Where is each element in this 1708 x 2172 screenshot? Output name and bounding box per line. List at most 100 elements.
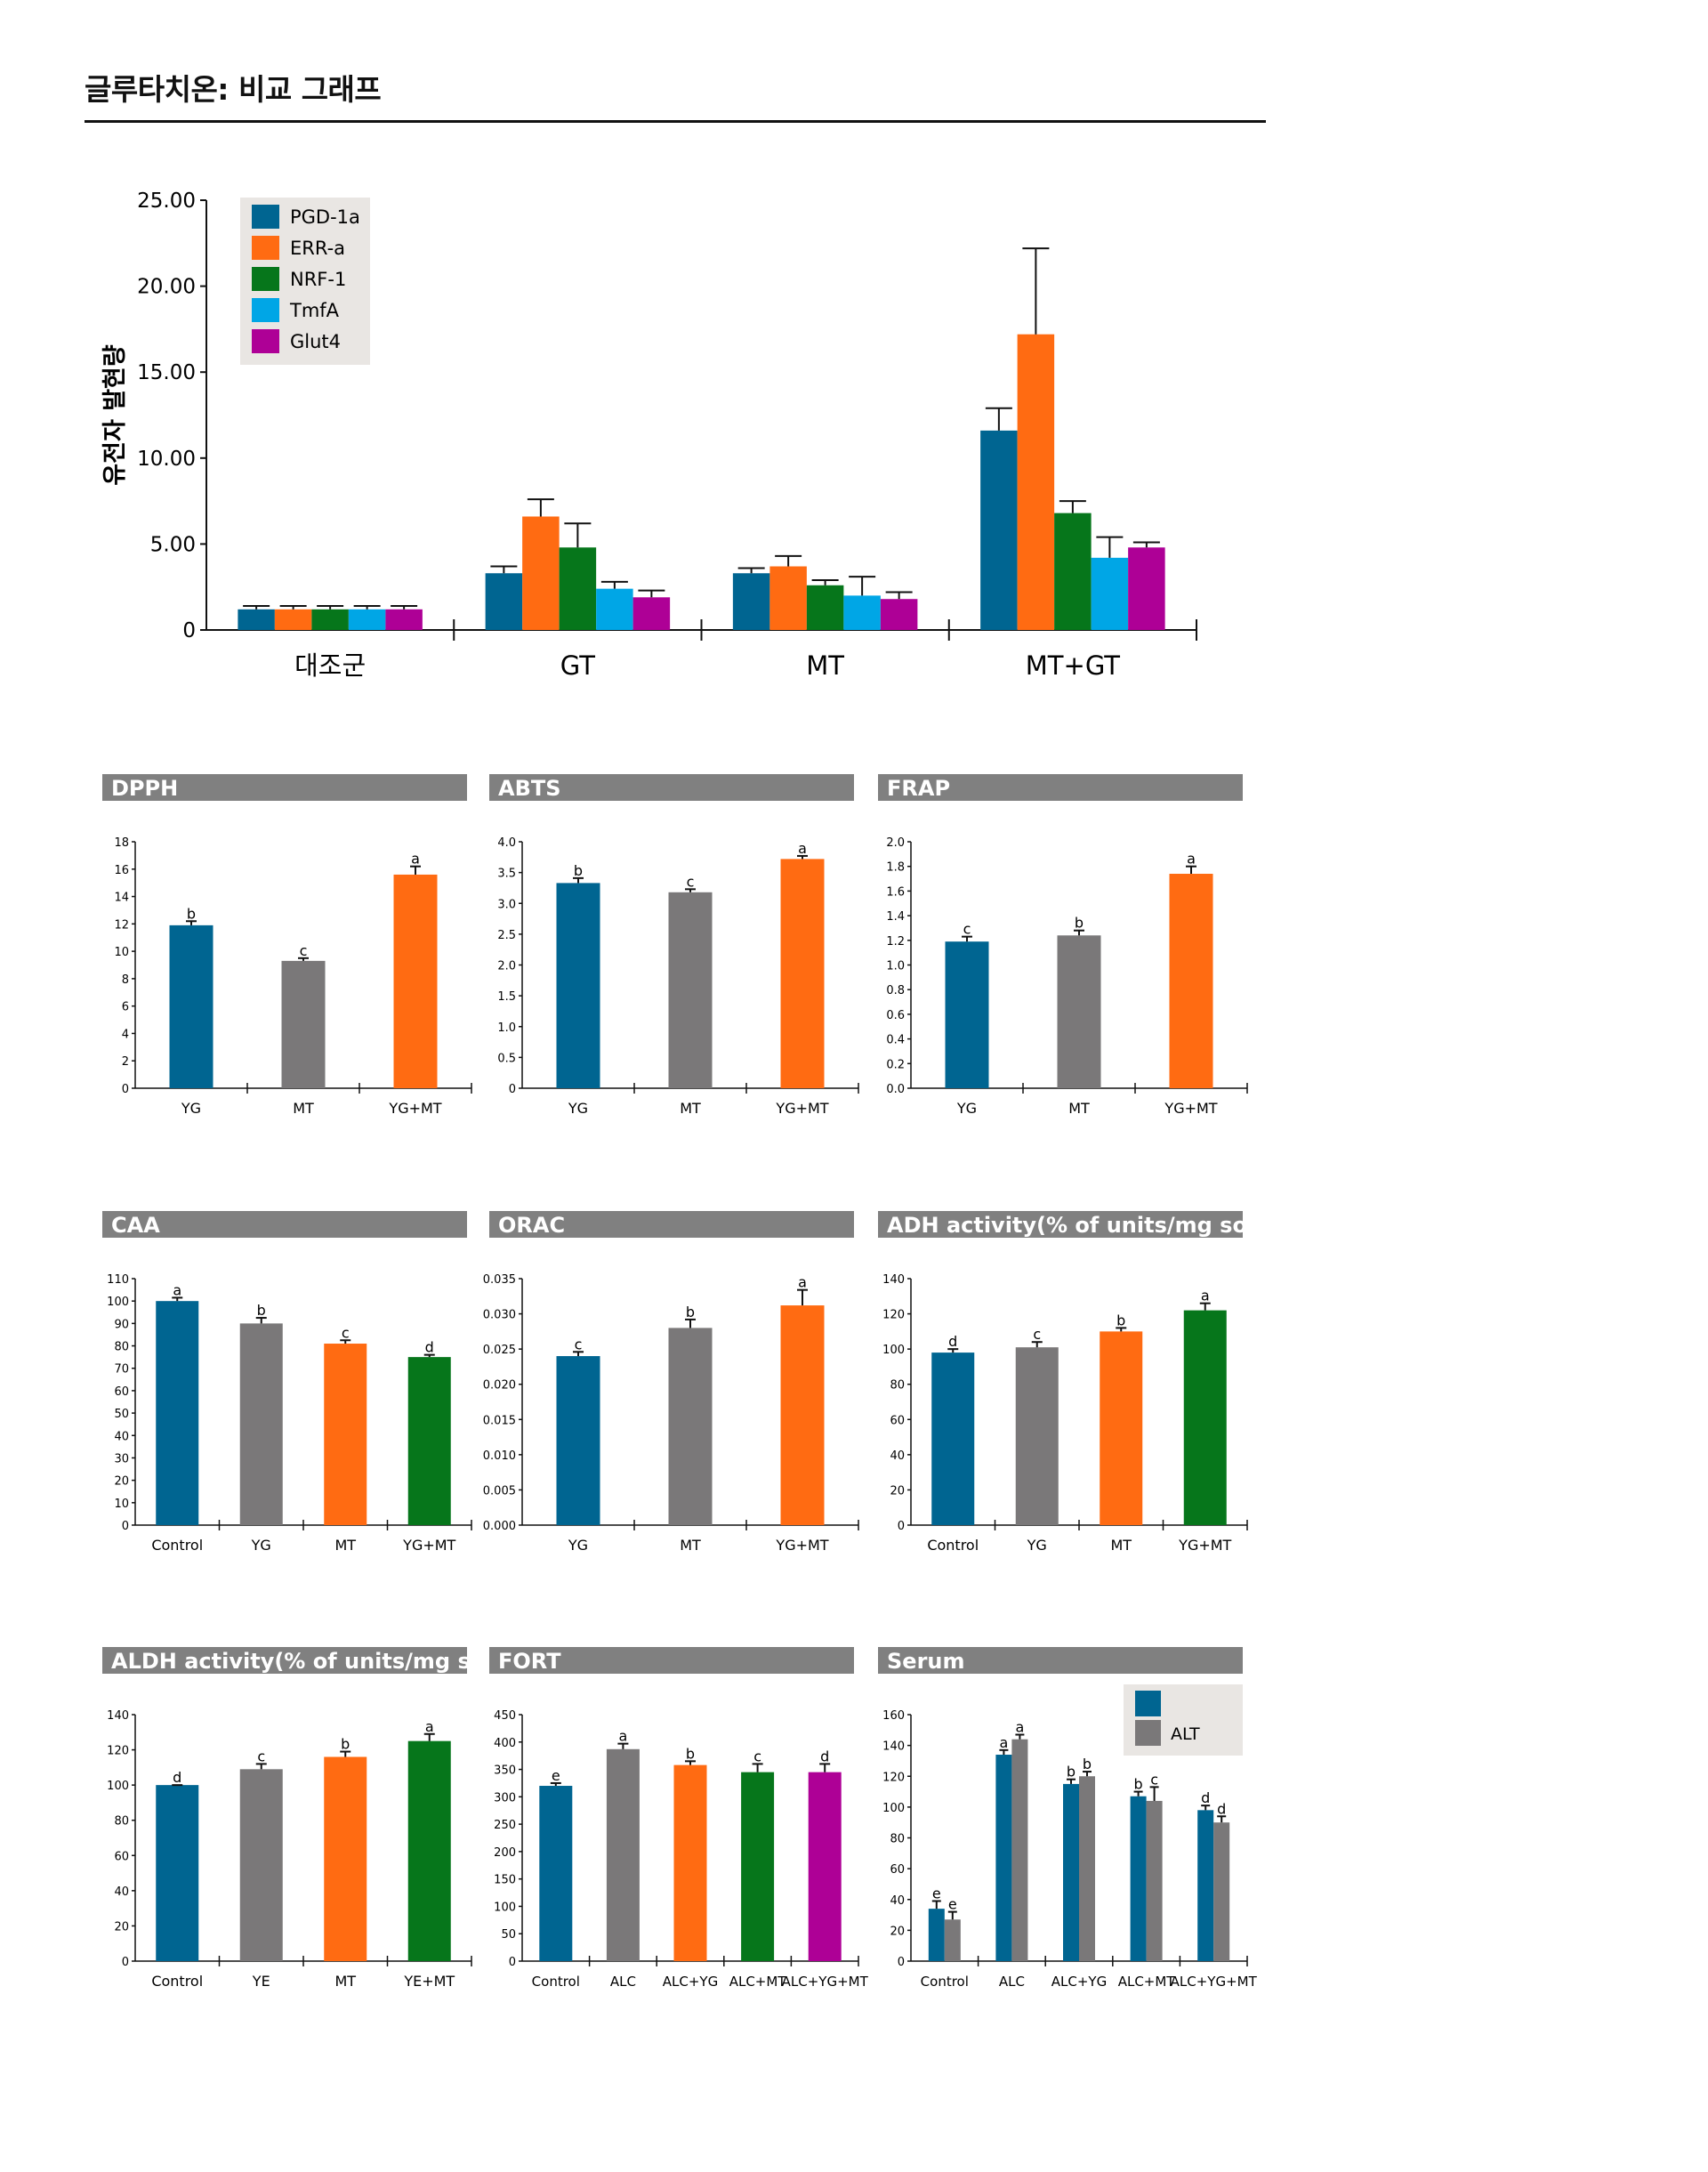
chart-title: FRAP (887, 776, 950, 801)
y-tick-label: 80 (114, 1815, 129, 1829)
y-tick-label: 100 (882, 1802, 905, 1815)
y-tick-label: 40 (890, 1894, 905, 1908)
x-category-label: MT (1110, 1537, 1132, 1554)
x-category-label: MT+GT (1026, 650, 1120, 681)
y-tick-label: 10 (114, 946, 129, 959)
y-tick-label: 60 (890, 1863, 905, 1877)
significance-letter: e (932, 1885, 941, 1902)
y-tick-label: 6 (122, 1001, 129, 1014)
x-category-label: Control (151, 1973, 203, 1990)
chart-header-bar (878, 1211, 1243, 1238)
y-tick-label: 1.5 (497, 990, 516, 1004)
y-tick-label: 14 (114, 892, 129, 905)
x-category-label: YG (568, 1100, 588, 1117)
y-tick-label: 20 (890, 1484, 905, 1498)
legend-swatch (252, 267, 279, 291)
chart-title: ADH activity(% of units/mg solid) (887, 1213, 1287, 1238)
y-tick-label: 0 (509, 1956, 516, 1969)
y-tick-label: 200 (494, 1846, 516, 1860)
significance-letter: c (753, 1748, 761, 1764)
chart-title: DPPH (111, 776, 178, 801)
x-category-label: YG+MT (775, 1537, 828, 1554)
y-tick-label: 70 (114, 1363, 129, 1377)
bar-nrf-1 (311, 609, 349, 630)
y-tick-label: 5.00 (150, 533, 196, 556)
y-tick-label: 0.0 (886, 1083, 905, 1096)
x-category-label: YG (251, 1537, 271, 1554)
bar (169, 925, 214, 1088)
significance-letter: b (1083, 1756, 1092, 1772)
x-category-label: YG (568, 1537, 588, 1554)
aldh-chart: ALDH activity(% of units/mg solid) 0 20 40 6… (102, 1647, 525, 1990)
y-tick-label: 0.030 (483, 1309, 516, 1322)
y-tick-label: 18 (114, 836, 129, 850)
y-tick-label: 110 (107, 1273, 129, 1287)
y-tick-label: 8 (122, 973, 129, 987)
y-tick-label: 0.025 (483, 1344, 516, 1357)
legend-swatch (1135, 1720, 1161, 1746)
x-category-label: MT (806, 650, 844, 681)
bar (239, 1323, 283, 1525)
chart-title: FORT (498, 1649, 561, 1674)
legend-label: ERR-a (290, 238, 345, 259)
y-tick-label: 1.0 (886, 960, 905, 973)
y-tick-label: 1.0 (497, 1021, 516, 1035)
y-tick-label: 0 (122, 1520, 129, 1533)
significance-letter: d (948, 1333, 957, 1350)
x-category-label: GT (560, 650, 595, 681)
bar (780, 859, 825, 1088)
bar (1100, 1331, 1143, 1525)
y-tick-label: 40 (890, 1449, 905, 1463)
significance-letter: a (1187, 851, 1196, 868)
fort-chart: FORT 0 50 100 150 200 250 300 350 400 450 Control e A… (489, 1647, 869, 1990)
bar (780, 1305, 825, 1525)
chart-title: ALDH activity(% of units/mg solid) (111, 1649, 525, 1674)
significance-letter: d (425, 1339, 434, 1356)
significance-letter: d (1201, 1789, 1210, 1806)
y-tick-label: 0.010 (483, 1449, 516, 1463)
y-tick-label: 80 (890, 1379, 905, 1393)
bar-nrf-1 (1054, 513, 1092, 630)
y-tick-label: 0.2 (886, 1058, 905, 1071)
x-category-label: YG+MT (402, 1537, 455, 1554)
y-tick-label: 60 (114, 1850, 129, 1863)
y-tick-label: 100 (494, 1901, 516, 1914)
x-category-label: MT (1068, 1100, 1090, 1117)
bar (556, 883, 600, 1088)
significance-letter: b (1134, 1776, 1143, 1793)
x-category-label: Control (532, 1974, 580, 1990)
abts-chart: ABTS 0 0.5 1.0 1.5 2.0 2.5 3.0 3.5 4.0 YG b MT c YG+MT… (489, 774, 859, 1117)
title-rule (85, 120, 1266, 123)
bar-nrf-1 (806, 585, 844, 630)
y-tick-label: 3.0 (497, 898, 516, 911)
bar (1213, 1822, 1230, 1961)
y-tick-label: 0 (509, 1083, 516, 1096)
legend-swatch (252, 205, 279, 229)
y-tick-label: 3.5 (497, 868, 516, 881)
bar (673, 1764, 707, 1961)
legend: PGD-1a ERR-a NRF-1 TmfA Glut4 (240, 198, 370, 365)
bar (239, 1769, 283, 1961)
y-tick-label: 16 (114, 864, 129, 877)
y-tick-label: 100 (882, 1344, 905, 1357)
bar (324, 1756, 367, 1961)
chart-title: Serum (887, 1649, 965, 1674)
legend-swatch (252, 298, 279, 322)
y-tick-label: 20 (114, 1475, 129, 1489)
y-tick-label: 0.6 (886, 1009, 905, 1022)
significance-letter: a (425, 1718, 434, 1735)
y-tick-label: 4.0 (497, 836, 516, 850)
bar-tmfa (596, 588, 633, 630)
x-category-label: YG (956, 1100, 977, 1117)
y-tick-label: 50 (501, 1928, 516, 1942)
legend: ALT (1124, 1684, 1243, 1756)
y-tick-label: 120 (882, 1771, 905, 1784)
significance-letter: c (257, 1748, 265, 1764)
y-tick-label: 0 (182, 619, 196, 642)
bar (1015, 1347, 1059, 1525)
x-category-label: YE+MT (403, 1973, 455, 1990)
y-tick-label: 140 (882, 1273, 905, 1287)
bar (668, 1328, 713, 1525)
bar (1169, 874, 1213, 1088)
